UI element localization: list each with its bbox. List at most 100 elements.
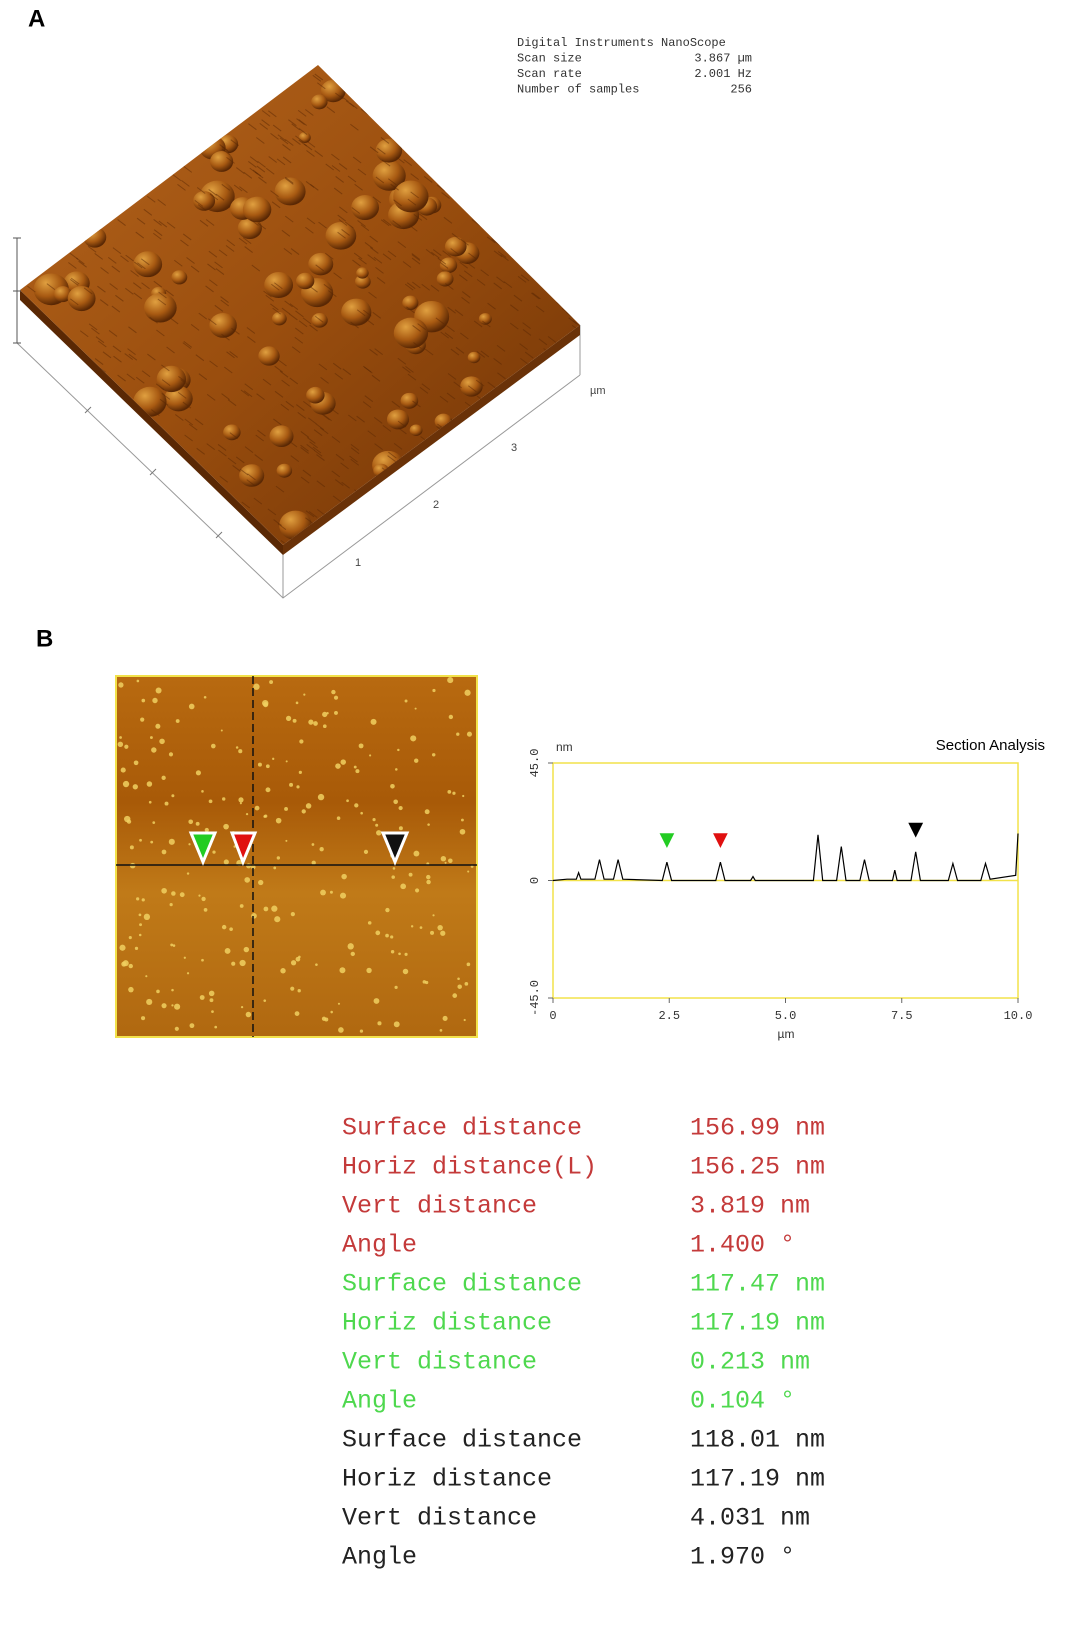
x-tick-label: 2.5 (658, 1009, 680, 1023)
bump (296, 273, 314, 290)
particle (295, 1011, 300, 1016)
measure-value: 117.19 nm (690, 1465, 825, 1494)
particle (393, 799, 398, 804)
particle (430, 931, 434, 935)
bump (243, 197, 271, 223)
particle (231, 962, 235, 966)
particle (308, 720, 313, 725)
particle (151, 747, 156, 752)
particle (211, 1010, 214, 1013)
particle (274, 916, 280, 922)
particle (169, 752, 173, 756)
particle (354, 803, 358, 807)
particle (162, 850, 167, 855)
particle (204, 696, 207, 699)
particle (410, 735, 416, 741)
x-tick-label: 5.0 (775, 1009, 797, 1023)
particle (253, 684, 259, 690)
particle (145, 975, 147, 977)
particle (240, 904, 244, 908)
bump (468, 352, 481, 363)
afm-image (116, 676, 477, 1037)
axis-unit: µm (590, 385, 606, 397)
particle (425, 809, 430, 814)
particle (403, 969, 409, 975)
particle (189, 1023, 194, 1028)
particle (266, 787, 271, 792)
particle (188, 843, 190, 845)
particle (322, 1017, 326, 1021)
bump (68, 286, 96, 311)
bump (312, 313, 328, 328)
bump (394, 318, 428, 349)
x-tick-label: 0 (549, 1009, 556, 1023)
particle (376, 830, 381, 835)
particle (130, 845, 134, 849)
particle (169, 839, 175, 845)
particle (306, 803, 312, 809)
bump (393, 181, 428, 213)
particle (339, 967, 345, 973)
bump (209, 313, 237, 338)
measure-label: Surface distance (342, 1426, 582, 1455)
particle (276, 818, 282, 824)
particle (244, 947, 249, 952)
particle (457, 977, 460, 980)
particle (149, 801, 152, 804)
particle (139, 913, 142, 916)
particle (262, 700, 268, 706)
particle (198, 895, 200, 897)
particle (405, 700, 408, 703)
particle (150, 841, 153, 844)
particle (426, 875, 430, 879)
particle (299, 739, 303, 743)
particle (133, 784, 138, 789)
particle (341, 759, 346, 764)
particle (414, 759, 418, 763)
particle (189, 704, 195, 710)
particle (404, 953, 407, 956)
particle (390, 784, 395, 789)
bump (445, 237, 467, 257)
particle (211, 744, 216, 749)
particle (139, 923, 142, 926)
particle (399, 806, 403, 810)
particle (129, 936, 132, 939)
measure-label: Vert distance (342, 1192, 537, 1221)
particle (187, 872, 189, 874)
particle (161, 888, 167, 894)
particle (371, 719, 377, 725)
particle (340, 893, 346, 899)
particle (238, 797, 243, 802)
particle (155, 724, 160, 729)
measure-label: Horiz distance(L) (342, 1153, 597, 1182)
particle (119, 736, 122, 739)
particle (368, 921, 372, 925)
particle (180, 892, 185, 897)
particle (364, 850, 368, 854)
particle (437, 925, 442, 930)
particle (334, 711, 338, 715)
measure-value: 118.01 nm (690, 1426, 825, 1455)
particle (284, 807, 288, 811)
info-label: Digital Instruments NanoScope (517, 36, 726, 50)
particle (147, 781, 152, 786)
particle (280, 968, 285, 973)
measure-value: 0.104 ° (690, 1387, 795, 1416)
particle (118, 682, 123, 687)
particle (141, 699, 145, 703)
particle (286, 760, 288, 762)
particle (296, 702, 299, 705)
particle (201, 790, 204, 793)
axis-tick-label: 3 (511, 442, 517, 454)
axis-tick (85, 407, 91, 413)
particle (415, 888, 419, 892)
particle (210, 998, 214, 1002)
particle (171, 1004, 173, 1006)
particle (123, 781, 129, 787)
particle (452, 993, 457, 998)
particle (315, 963, 318, 966)
measure-label: Angle (342, 1387, 417, 1416)
particle (152, 698, 157, 703)
info-label: Scan size (517, 52, 582, 66)
